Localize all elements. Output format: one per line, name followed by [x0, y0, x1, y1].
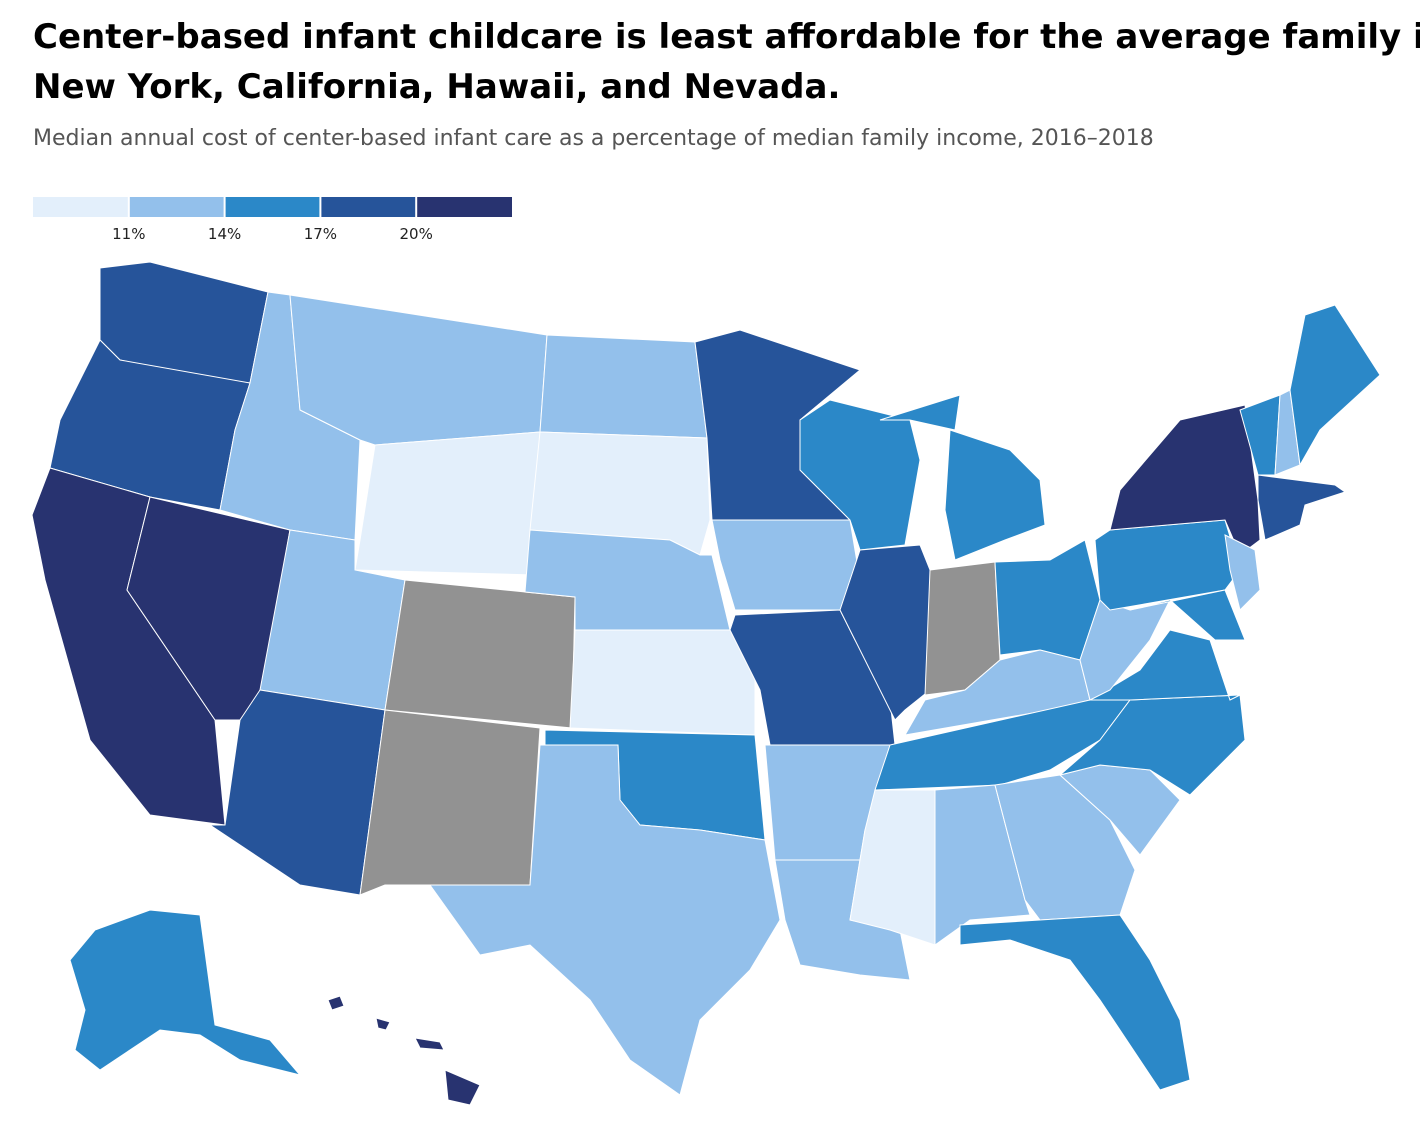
legend-tick-label: 14%: [208, 225, 241, 243]
legend-tick-label: 11%: [112, 225, 145, 243]
state: [799, 399, 921, 551]
legend-swatch: [416, 197, 512, 217]
state: [1224, 534, 1261, 611]
state: [444, 1069, 481, 1106]
state: [839, 544, 931, 721]
state: [289, 294, 548, 446]
state: [944, 429, 1046, 561]
state: [384, 579, 576, 729]
state: [354, 431, 541, 576]
legend-tick-label: 17%: [304, 225, 337, 243]
state: [1088, 629, 1241, 701]
state: [1257, 474, 1347, 541]
legend-swatch: [33, 197, 129, 217]
state: [879, 394, 961, 431]
state: [414, 1037, 445, 1051]
state: [711, 519, 861, 611]
legend-swatch: [128, 197, 225, 217]
state: [569, 629, 756, 736]
state: [359, 709, 541, 896]
title-line: New York, California, Hawaii, and Nevada…: [33, 67, 840, 107]
state: [1129, 589, 1246, 641]
state: [69, 909, 302, 1076]
map: [31, 261, 1381, 1106]
state: [208, 689, 386, 896]
state: [539, 334, 708, 439]
subtitle: Median annual cost of center-based infan…: [33, 126, 1154, 151]
legend: 11% 14% 17% 20%: [33, 197, 512, 243]
state: [959, 914, 1191, 1091]
title-line: Center-based infant childcare is least a…: [33, 17, 1420, 57]
state: [1109, 404, 1261, 556]
state: [327, 995, 345, 1011]
state: [375, 1017, 391, 1031]
legend-tick-label: 20%: [400, 225, 433, 243]
state: [994, 539, 1101, 661]
legend-swatch: [224, 197, 321, 217]
state: [429, 744, 781, 1096]
state: [1289, 304, 1381, 467]
legend-swatch: [320, 197, 417, 217]
